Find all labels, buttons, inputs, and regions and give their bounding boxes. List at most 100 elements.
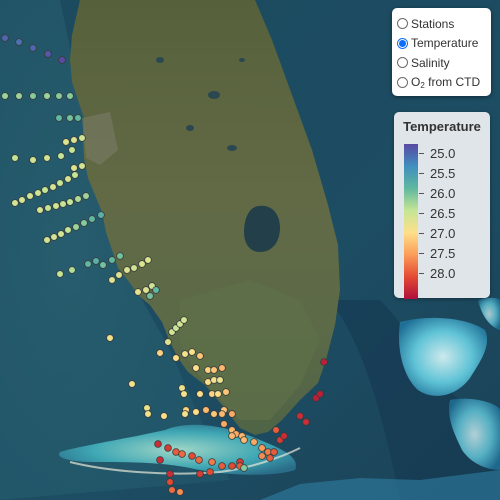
station-marker[interactable] [72,223,80,231]
station-marker[interactable] [216,376,224,384]
station-marker[interactable] [1,34,9,42]
station-marker[interactable] [15,38,23,46]
station-marker[interactable] [156,349,164,357]
station-marker[interactable] [166,470,174,478]
station-marker[interactable] [240,436,248,444]
station-marker[interactable] [280,432,288,440]
radio-o2[interactable] [397,76,408,88]
station-marker[interactable] [15,92,23,100]
station-marker[interactable] [78,162,86,170]
station-marker[interactable] [70,136,78,144]
station-marker[interactable] [222,388,230,396]
layer-option-temperature[interactable]: Temperature [397,34,487,54]
station-marker[interactable] [44,50,52,58]
station-marker[interactable] [218,462,226,470]
station-marker[interactable] [116,252,124,260]
station-marker[interactable] [258,444,266,452]
station-marker[interactable] [99,261,107,269]
station-marker[interactable] [78,134,86,142]
station-marker[interactable] [82,192,90,200]
station-marker[interactable] [320,358,328,366]
station-marker[interactable] [228,432,236,440]
layer-option-o2[interactable]: O2 from CTD [397,73,487,93]
station-marker[interactable] [146,292,154,300]
station-marker[interactable] [196,352,204,360]
station-marker[interactable] [66,92,74,100]
station-marker[interactable] [68,146,76,154]
station-marker[interactable] [228,462,236,470]
station-marker[interactable] [55,114,63,122]
station-marker[interactable] [70,164,78,172]
station-marker[interactable] [41,186,49,194]
station-marker[interactable] [108,276,116,284]
station-marker[interactable] [250,438,258,446]
station-marker[interactable] [43,154,51,162]
station-marker[interactable] [138,260,146,268]
station-marker[interactable] [66,114,74,122]
station-marker[interactable] [56,179,64,187]
station-marker[interactable] [50,233,58,241]
station-marker[interactable] [214,390,222,398]
station-marker[interactable] [44,204,52,212]
station-marker[interactable] [206,468,214,476]
station-marker[interactable] [195,456,203,464]
station-marker[interactable] [62,138,70,146]
station-marker[interactable] [181,350,189,358]
layer-option-salinity[interactable]: Salinity [397,53,487,73]
station-marker[interactable] [218,410,226,418]
station-marker[interactable] [74,195,82,203]
radio-temperature[interactable] [397,37,408,49]
station-marker[interactable] [196,390,204,398]
station-marker[interactable] [156,456,164,464]
station-marker[interactable] [154,440,162,448]
station-marker[interactable] [142,286,150,294]
station-marker[interactable] [188,348,196,356]
station-marker[interactable] [134,288,142,296]
station-marker[interactable] [57,230,65,238]
layer-option-stations[interactable]: Stations [397,14,487,34]
station-marker[interactable] [144,256,152,264]
station-marker[interactable] [11,154,19,162]
station-marker[interactable] [49,183,57,191]
station-marker[interactable] [188,452,196,460]
station-marker[interactable] [160,412,168,420]
station-marker[interactable] [210,410,218,418]
station-marker[interactable] [115,271,123,279]
station-marker[interactable] [29,156,37,164]
radio-salinity[interactable] [397,57,408,69]
station-marker[interactable] [34,189,42,197]
station-marker[interactable] [258,452,266,460]
station-marker[interactable] [266,454,274,462]
station-marker[interactable] [108,256,116,264]
station-marker[interactable] [68,266,76,274]
station-marker[interactable] [43,236,51,244]
station-marker[interactable] [71,171,79,179]
station-marker[interactable] [66,198,74,206]
station-marker[interactable] [64,175,72,183]
station-marker[interactable] [130,264,138,272]
station-marker[interactable] [106,334,114,342]
station-marker[interactable] [172,354,180,362]
station-marker[interactable] [80,219,88,227]
station-marker[interactable] [176,488,184,496]
station-marker[interactable] [164,338,172,346]
station-marker[interactable] [58,56,66,64]
station-marker[interactable] [11,199,19,207]
station-marker[interactable] [202,406,210,414]
station-marker[interactable] [220,420,228,428]
station-marker[interactable] [240,464,248,472]
station-marker[interactable] [192,408,200,416]
station-marker[interactable] [52,202,60,210]
station-marker[interactable] [92,257,100,265]
station-marker[interactable] [316,390,324,398]
station-marker[interactable] [270,448,278,456]
station-marker[interactable] [196,470,204,478]
station-marker[interactable] [36,206,44,214]
station-marker[interactable] [26,192,34,200]
station-marker[interactable] [192,364,200,372]
station-marker[interactable] [29,92,37,100]
station-marker[interactable] [208,458,216,466]
station-marker[interactable] [43,92,51,100]
station-marker[interactable] [272,426,280,434]
station-marker[interactable] [1,92,9,100]
